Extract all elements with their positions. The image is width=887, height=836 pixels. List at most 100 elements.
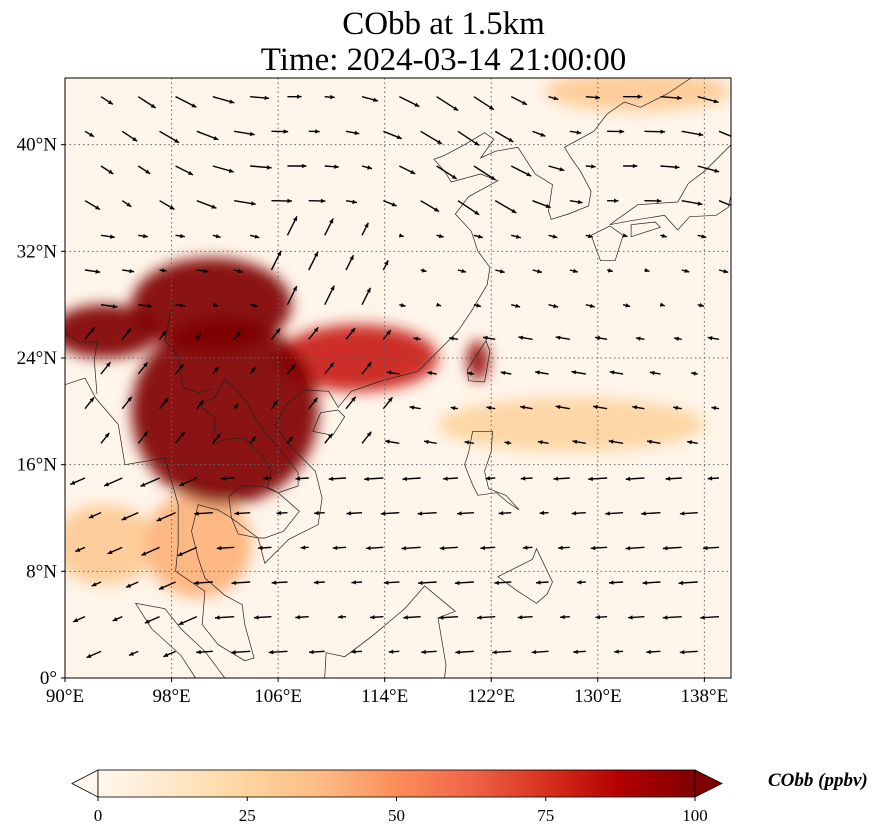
wind-arrow-head	[86, 653, 92, 658]
wind-arrow	[558, 545, 570, 550]
wind-arrow	[590, 545, 608, 551]
wind-arrow	[588, 476, 608, 482]
wind-arrow	[417, 511, 437, 516]
wind-arrow-head	[622, 233, 628, 238]
wind-arrow	[401, 546, 421, 551]
wind-arrow-head	[656, 198, 662, 204]
wind-arrow-head	[396, 134, 402, 140]
wind-arrow-head	[109, 234, 115, 239]
wind-arrow-head	[132, 137, 138, 142]
wind-arrow-head	[711, 405, 717, 411]
wind-arrow-head	[147, 303, 153, 309]
wind-arrow	[345, 199, 358, 204]
wind-arrow	[84, 130, 95, 138]
wind-arrow	[250, 95, 270, 101]
wind-arrow-head	[387, 397, 393, 403]
wind-arrow	[572, 439, 586, 445]
wind-arrow	[504, 440, 512, 446]
wind-arrow-head	[560, 614, 565, 620]
wind-arrow	[450, 406, 459, 411]
wind-arrow-head	[733, 135, 738, 139]
wind-arrow	[88, 512, 102, 519]
wind-arrow-head	[540, 132, 546, 137]
wind-arrow-head	[453, 106, 459, 111]
wind-arrow	[665, 476, 682, 481]
wind-arrow	[324, 94, 335, 100]
wind-arrow	[678, 580, 698, 586]
wind-arrow	[679, 649, 698, 655]
wind-arrow	[520, 405, 533, 410]
wind-arrow-head	[455, 650, 460, 655]
wind-arrow-head	[499, 269, 505, 274]
wind-arrow-head	[187, 170, 193, 175]
wind-arrow	[674, 336, 682, 341]
wind-arrow	[84, 269, 101, 274]
wind-arrow	[100, 361, 112, 375]
wind-arrow-head	[644, 268, 650, 273]
wind-arrow-head	[337, 614, 343, 620]
coastline-segment	[65, 332, 98, 395]
wind-arrow-head	[290, 364, 296, 370]
wind-arrow-head	[647, 439, 652, 444]
wind-arrow-head	[156, 517, 162, 522]
plume-indochina-core	[131, 318, 319, 505]
lat-tick-label: 40°N	[17, 135, 58, 156]
wind-arrow-head	[95, 205, 101, 210]
wind-arrow-head	[385, 439, 390, 444]
coastline-segment	[65, 78, 692, 662]
wind-arrow-head	[488, 105, 494, 110]
wind-arrow	[382, 329, 392, 340]
wind-arrow	[365, 545, 384, 551]
wind-arrow-head	[70, 480, 76, 485]
wind-arrow	[122, 268, 135, 274]
wind-arrow-head	[231, 580, 237, 586]
wind-arrow	[112, 616, 123, 622]
wind-arrow	[498, 510, 512, 516]
wind-arrow-head	[702, 545, 708, 551]
wind-arrow-head	[662, 615, 668, 620]
wind-arrow-head	[254, 615, 259, 620]
wind-arrow	[473, 96, 495, 111]
wind-arrow	[644, 198, 662, 204]
wind-arrow-head	[144, 619, 150, 624]
wind-arrow-head	[216, 545, 222, 551]
wind-arrow-shaft	[718, 130, 731, 137]
map-axes: 90°E 98°E 106°E 114°E 122°E 130°E 138°E 0° 8°N 16…	[17, 135, 729, 707]
map-frame	[64, 77, 732, 679]
wind-arrow-head	[454, 580, 460, 586]
colorbar-tick-label: 100	[682, 806, 708, 825]
wind-arrow	[691, 371, 698, 376]
wind-arrow	[328, 476, 347, 481]
wind-arrow-head	[678, 580, 684, 586]
wind-arrow	[138, 303, 153, 309]
wind-arrow	[641, 511, 661, 516]
wind-arrow-head	[364, 476, 369, 482]
wind-arrow-head	[216, 433, 221, 439]
wind-arrow-head	[380, 511, 386, 516]
wind-arrow-head	[249, 131, 255, 137]
coastlines	[65, 78, 731, 678]
coastline-segment	[466, 339, 491, 383]
wind-arrow	[137, 165, 151, 175]
wind-arrow-head	[632, 163, 638, 169]
wind-arrow	[364, 476, 384, 482]
wind-arrow	[369, 615, 384, 620]
wind-arrow-head	[439, 546, 445, 551]
wind-arrow-head	[713, 99, 719, 104]
wind-arrow-head	[330, 285, 335, 291]
wind-arrow-head	[457, 511, 462, 516]
wind-arrow-head	[421, 649, 426, 655]
wind-arrow	[420, 130, 443, 145]
lon-tick-label: 114°E	[361, 686, 408, 707]
wind-arrow	[609, 370, 624, 375]
wind-arrow-head	[214, 615, 220, 620]
wind-arrow-head	[674, 164, 680, 170]
wind-arrow	[660, 233, 667, 238]
coastline-segment	[312, 409, 346, 436]
wind-arrow	[380, 511, 400, 516]
wind-arrow	[100, 234, 115, 239]
wind-arrow	[511, 303, 521, 308]
lon-tick-label: 122°E	[467, 686, 515, 707]
wind-arrow-head	[723, 269, 729, 274]
wind-arrow-head	[386, 370, 392, 375]
